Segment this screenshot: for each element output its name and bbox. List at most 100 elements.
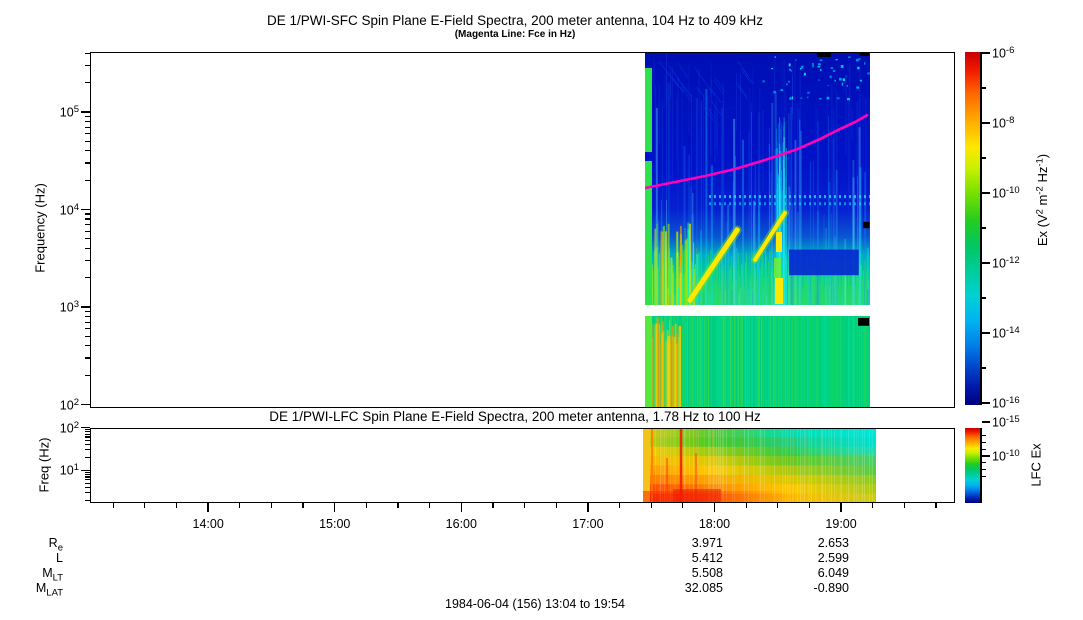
x-minor-tick [302, 503, 304, 508]
x-minor-tick [808, 503, 810, 508]
x-minor-tick [650, 503, 652, 508]
lfc-panel-frame [90, 428, 955, 503]
ephemeris-value-18: 3.971 [691, 536, 723, 550]
ephemeris-value-18: 5.412 [691, 551, 723, 565]
sfc-title: DE 1/PWI-SFC Spin Plane E-Field Spectra,… [267, 13, 763, 28]
sfc-y-major-tick [81, 403, 90, 406]
lfc-y-minor-tick [85, 486, 90, 488]
lfc-cbar-tick-label: 10-10 [992, 448, 1020, 464]
ephemeris-value-19: -0.890 [813, 581, 849, 595]
sfc-y-minor-tick [85, 357, 90, 359]
lfc-y-minor-tick [85, 449, 90, 451]
sfc-cbar-minor-tick [981, 227, 986, 229]
lfc-y-minor-tick [85, 473, 90, 476]
lfc-y-major-tick [81, 469, 90, 472]
sfc-cbar-tick-label: 10-16 [992, 395, 1020, 411]
x-tick-label: 15:00 [319, 517, 351, 531]
x-minor-tick [144, 503, 146, 508]
ephemeris-label: L [56, 551, 63, 565]
sfc-y-minor-tick [85, 126, 90, 128]
sfc-y-axis-label: Frequency (Hz) [32, 183, 48, 273]
x-minor-tick [429, 503, 431, 508]
lfc-spectrogram-data [643, 428, 876, 503]
x-minor-tick [239, 503, 241, 508]
x-major-tick [587, 503, 589, 512]
sfc-y-major-tick [81, 111, 90, 113]
sfc-y-minor-tick [85, 238, 90, 240]
x-minor-tick [555, 503, 557, 508]
lfc-y-minor-tick [85, 499, 90, 501]
ephemeris-label: MLT [42, 566, 63, 584]
lfc-cbar-minor-tick [981, 475, 986, 477]
sfc-y-minor-tick [85, 310, 90, 313]
sfc-cbar-tick-label: 10-12 [992, 255, 1020, 271]
lfc-cbar-major-tick [981, 455, 990, 457]
x-minor-tick [175, 503, 178, 508]
x-minor-tick [682, 503, 684, 508]
lfc-y-minor-tick [85, 476, 90, 478]
sfc-cbar-tick-label: 10-14 [992, 325, 1020, 341]
sfc-y-minor-tick [85, 259, 90, 262]
sfc-cbar-major-tick [981, 262, 990, 264]
lfc-cbar-tick-label: 10-15 [992, 414, 1020, 430]
sfc-cbar-major-tick [981, 122, 990, 124]
lfc-y-minor-tick [85, 431, 90, 433]
lfc-cbar-minor-tick [981, 448, 986, 450]
x-major-tick [460, 503, 463, 512]
sfc-y-minor-tick [85, 224, 90, 226]
sfc-y-major-tick [81, 208, 90, 211]
x-major-tick [207, 503, 209, 512]
ephemeris-label: Re [48, 536, 63, 554]
lfc-y-tick-label: 102 [59, 419, 79, 436]
x-minor-tick [872, 503, 874, 508]
sfc-cbar-tick-label: 10-6 [992, 45, 1015, 61]
x-tick-label: 14:00 [192, 517, 224, 531]
lfc-y-minor-tick [85, 436, 90, 438]
sfc-y-minor-tick [85, 335, 90, 337]
lfc-y-minor-tick [85, 482, 90, 484]
lfc-cbar-minor-tick [981, 441, 986, 443]
x-minor-tick [112, 503, 114, 508]
lfc-colorbar [965, 428, 981, 503]
x-minor-tick [365, 503, 367, 508]
sfc-y-minor-tick [85, 133, 90, 135]
lfc-y-minor-tick [85, 428, 90, 431]
x-minor-tick [935, 503, 937, 508]
sfc-y-minor-tick [85, 120, 90, 123]
sfc-y-tick-label: 103 [59, 299, 79, 315]
sfc-y-minor-tick [85, 321, 90, 323]
lfc-y-minor-tick [85, 456, 90, 458]
lfc-y-minor-tick [85, 443, 90, 446]
x-minor-tick [270, 503, 273, 508]
sfc-cbar-major-tick [981, 52, 990, 54]
sfc-y-minor-tick [85, 52, 90, 54]
ephemeris-label: MLAT [35, 581, 63, 599]
sfc-y-major-tick [81, 306, 90, 308]
ephemeris-value-19: 2.653 [817, 536, 849, 550]
sfc-y-tick-label: 102 [59, 396, 79, 413]
lfc-cbar-major-tick [981, 421, 990, 423]
lfc-y-major-tick [81, 426, 90, 429]
lfc-colorbar-axis-line [980, 428, 982, 503]
ephemeris-value-18: 5.508 [691, 566, 723, 580]
lfc-y-minor-tick [85, 492, 90, 494]
sfc-panel-frame [90, 52, 955, 408]
lfc-cbar-minor-tick [981, 469, 986, 471]
x-minor-tick [397, 503, 399, 508]
ephemeris-value-19: 6.049 [817, 566, 849, 580]
lfc-y-minor-tick [85, 439, 90, 441]
x-minor-tick [524, 503, 526, 508]
footer-date: 1984-06-04 (156) 13:04 to 19:54 [445, 597, 625, 611]
sfc-y-minor-tick [85, 277, 90, 279]
sfc-y-minor-tick [85, 140, 90, 142]
sfc-colorbar [965, 52, 981, 405]
x-tick-label: 18:00 [698, 517, 731, 531]
sfc-y-minor-tick [85, 179, 90, 181]
sfc-y-minor-tick [85, 230, 90, 232]
lfc-y-tick-label: 101 [59, 462, 79, 478]
x-minor-tick [777, 503, 779, 508]
x-major-tick [840, 503, 842, 512]
lfc-cbar-minor-tick [981, 462, 986, 464]
sfc-y-minor-tick [85, 64, 90, 67]
sfc-cbar-tick-label: 10-8 [992, 115, 1015, 131]
